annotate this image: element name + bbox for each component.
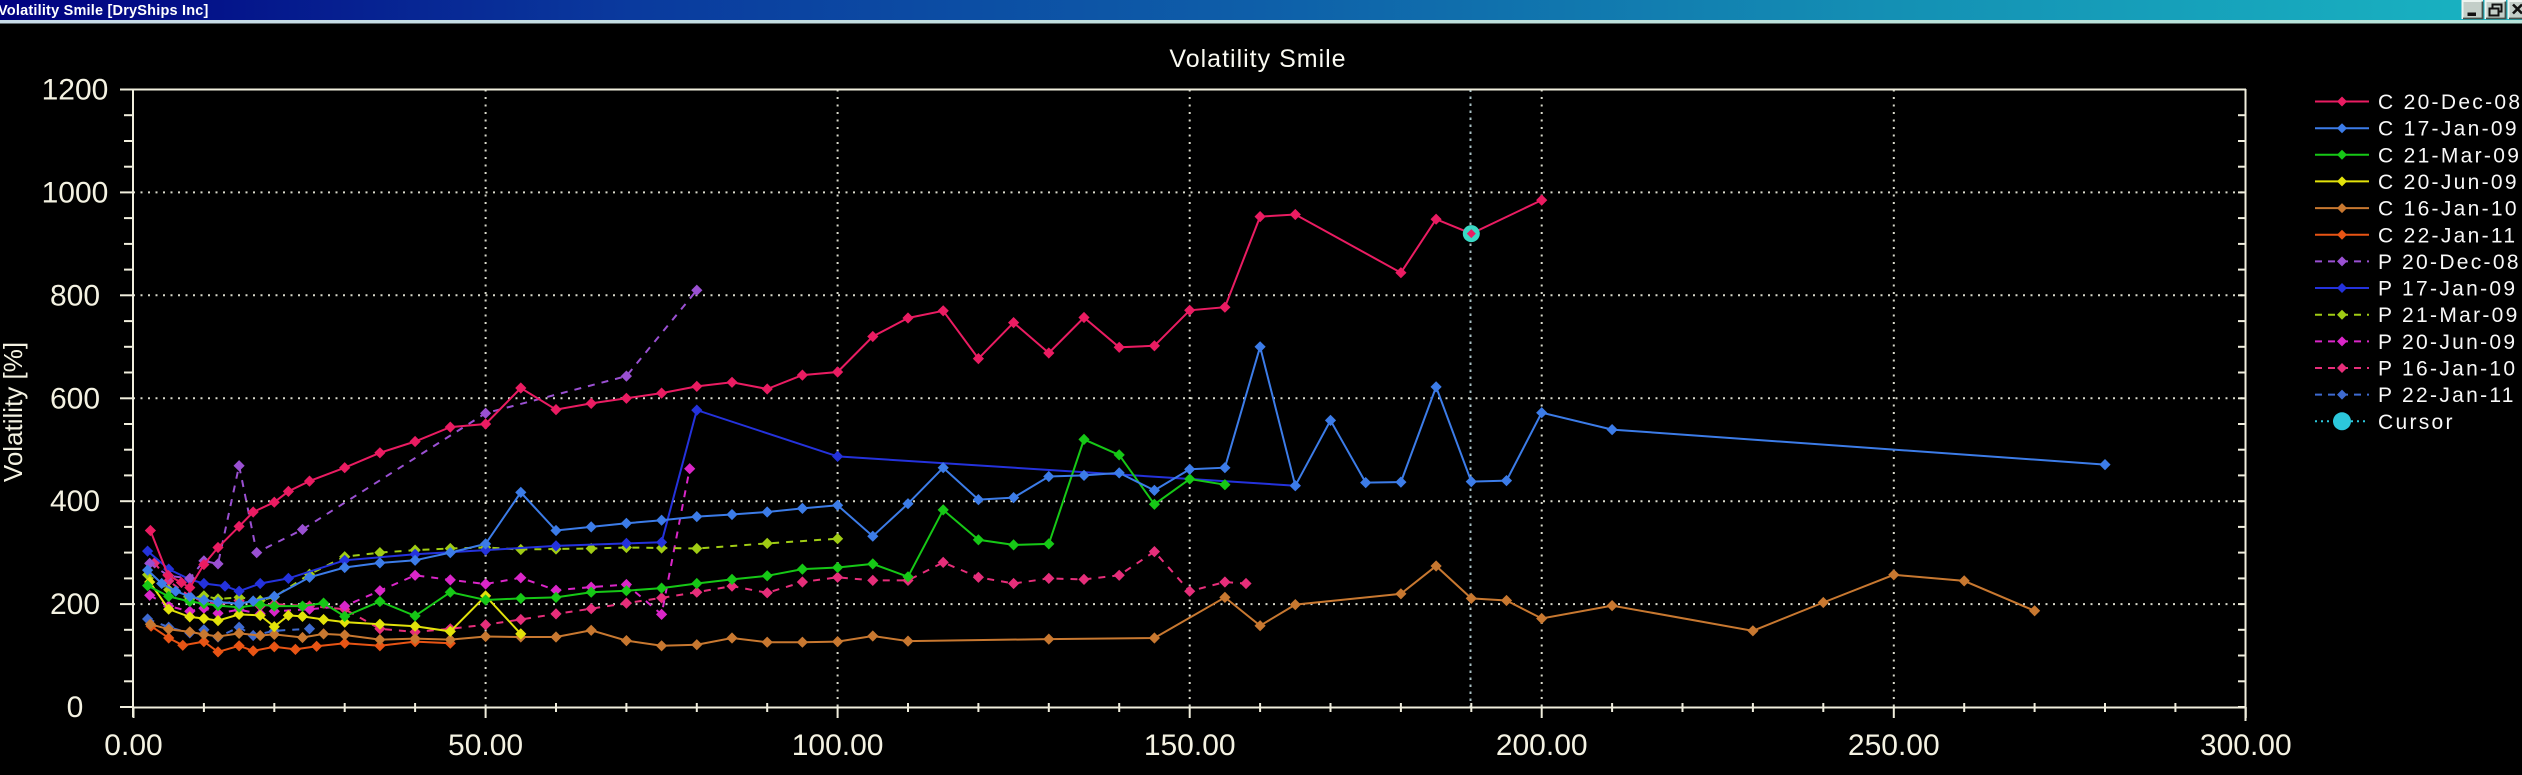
svg-text:P 20-Dec-08: P 20-Dec-08 bbox=[2378, 251, 2521, 274]
svg-text:C 20-Dec-08: C 20-Dec-08 bbox=[2378, 91, 2522, 114]
svg-text:0: 0 bbox=[67, 691, 84, 724]
svg-text:200: 200 bbox=[50, 588, 100, 621]
svg-text:1000: 1000 bbox=[42, 176, 109, 209]
svg-text:50.00: 50.00 bbox=[448, 729, 523, 762]
svg-text:C 20-Jun-09: C 20-Jun-09 bbox=[2378, 171, 2519, 194]
svg-text:250.00: 250.00 bbox=[1848, 729, 1940, 762]
svg-text:P 16-Jan-10: P 16-Jan-10 bbox=[2378, 358, 2517, 381]
svg-text:Cursor: Cursor bbox=[2378, 411, 2455, 434]
svg-text:C 21-Mar-09: C 21-Mar-09 bbox=[2378, 144, 2521, 167]
svg-text:200.00: 200.00 bbox=[1496, 729, 1588, 762]
svg-text:C 16-Jan-10: C 16-Jan-10 bbox=[2378, 198, 2519, 221]
svg-text:0.00: 0.00 bbox=[104, 729, 162, 762]
svg-text:150.00: 150.00 bbox=[1144, 729, 1236, 762]
svg-text:C 22-Jan-11: C 22-Jan-11 bbox=[2378, 224, 2517, 247]
svg-text:P 17-Jan-09: P 17-Jan-09 bbox=[2378, 278, 2517, 301]
svg-text:300.00: 300.00 bbox=[2200, 729, 2292, 762]
svg-text:600: 600 bbox=[50, 382, 100, 415]
svg-text:Volatility [%]: Volatility [%] bbox=[0, 342, 28, 482]
svg-text:P 22-Jan-11: P 22-Jan-11 bbox=[2378, 384, 2516, 407]
svg-text:Volatility Smile: Volatility Smile bbox=[1169, 45, 1346, 73]
svg-text:P 20-Jun-09: P 20-Jun-09 bbox=[2378, 331, 2517, 354]
svg-text:100.00: 100.00 bbox=[792, 729, 884, 762]
svg-text:C 17-Jan-09: C 17-Jan-09 bbox=[2378, 118, 2519, 141]
svg-text:P 21-Mar-09: P 21-Mar-09 bbox=[2378, 304, 2520, 327]
svg-text:400: 400 bbox=[50, 485, 100, 518]
svg-text:Volatility Smile [DryShips Inc: Volatility Smile [DryShips Inc] bbox=[0, 3, 209, 19]
svg-text:1200: 1200 bbox=[42, 74, 109, 107]
svg-text:800: 800 bbox=[50, 279, 100, 312]
